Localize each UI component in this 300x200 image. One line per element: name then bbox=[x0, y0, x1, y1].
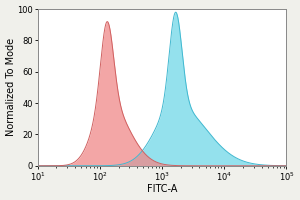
X-axis label: FITC-A: FITC-A bbox=[147, 184, 177, 194]
Y-axis label: Normalized To Mode: Normalized To Mode bbox=[6, 38, 16, 136]
